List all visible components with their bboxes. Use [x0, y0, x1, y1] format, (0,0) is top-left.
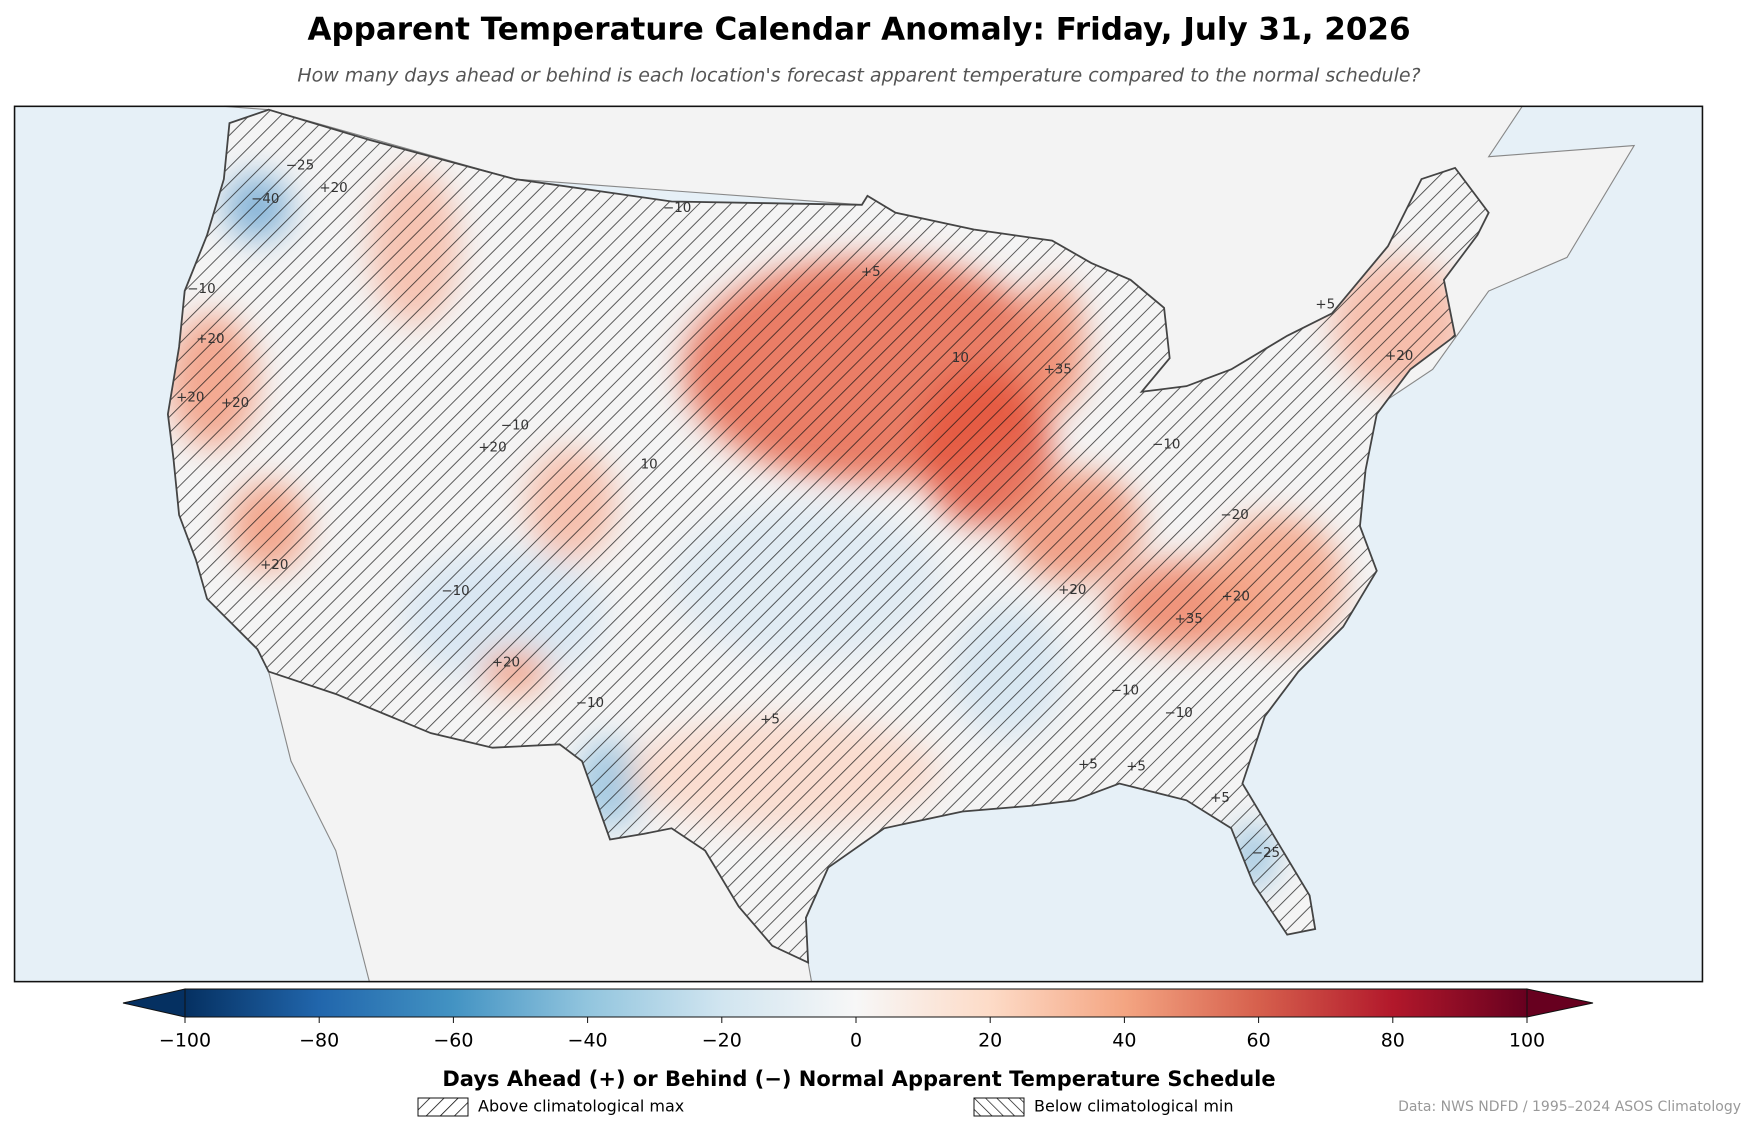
legend-patch: [417, 1097, 469, 1117]
contour-label: −25: [286, 159, 314, 174]
colorbar-tick-label: 60: [1247, 1030, 1271, 1052]
contour-label: +5: [1315, 297, 1335, 312]
contour-label: +20: [260, 558, 288, 573]
contour-label: +20: [319, 181, 347, 196]
contour-label: −10: [576, 696, 604, 711]
colorbar-tick-label: −100: [159, 1030, 211, 1052]
colorbar-tick-label: 20: [978, 1030, 1002, 1052]
colorbar-tick-label: −40: [568, 1030, 608, 1052]
colorbar-tick-label: 40: [1112, 1030, 1136, 1052]
subtitle: How many days ahead or behind is each lo…: [297, 65, 1420, 87]
contour-label: +20: [196, 332, 224, 347]
contour-label: +20: [1385, 349, 1413, 364]
contour-label: −20: [1220, 508, 1248, 523]
contour-label: +35: [1175, 612, 1203, 627]
contour-label: −10: [501, 418, 529, 433]
colorbar-tick-label: −20: [702, 1030, 742, 1052]
contour-label: +20: [176, 390, 204, 405]
colorbar-tick-label: −80: [299, 1030, 339, 1052]
colorbar-tick-label: 100: [1509, 1030, 1545, 1052]
contour-label: +5: [1126, 760, 1146, 775]
contour-label: −40: [251, 192, 279, 207]
contour-label: −10: [663, 201, 691, 216]
contour-label: 10: [952, 351, 969, 366]
map: −40 −25 +20 −10 +20 +20 +20 −10 +5 10 +35 −10 +20 10 −…: [13, 105, 1704, 983]
source-note: Data: NWS NDFD / 1995–2024 ASOS Climatol…: [1398, 1099, 1741, 1115]
legend-label: Below climatological min: [1034, 1097, 1234, 1116]
contour-label: −10: [1164, 706, 1192, 721]
colorbar-body: [184, 988, 1528, 1018]
colorbar-tick-label: −60: [433, 1030, 473, 1052]
colorbar-label: Days Ahead (+) or Behind (−) Normal Appa…: [442, 1067, 1275, 1091]
contour-label: −10: [187, 282, 215, 297]
contour-label: +5: [760, 713, 780, 728]
contour-label: +20: [1058, 583, 1086, 598]
contour-label: +5: [861, 265, 881, 280]
colorbar: [122, 988, 1594, 1018]
contour-label: −10: [1111, 684, 1139, 699]
contour-label: 10: [641, 458, 658, 473]
legend-patch: [973, 1097, 1025, 1117]
contour-label: +35: [1044, 362, 1072, 377]
contour-label: −10: [1152, 437, 1180, 452]
colorbar-tick-label: 0: [850, 1030, 862, 1052]
contour-labels: −40 −25 +20 −10 +20 +20 +20 −10 +5 10 +35 −10 +20 10 −…: [176, 159, 1413, 861]
contour-label: +20: [1222, 590, 1250, 605]
colorbar-tick-label: 80: [1381, 1030, 1405, 1052]
map-frame: [13, 105, 1704, 983]
title: Apparent Temperature Calendar Anomaly: F…: [307, 12, 1410, 48]
contour-label: +20: [221, 396, 249, 411]
contour-label: −10: [441, 584, 469, 599]
contour-label: +20: [492, 656, 520, 671]
contour-label: +20: [478, 441, 506, 456]
colorbar-extend-low: [122, 988, 186, 1018]
legend-label: Above climatological max: [478, 1097, 684, 1116]
contour-label: −25: [1252, 846, 1280, 861]
contour-label: +5: [1078, 757, 1098, 772]
colorbar-extend-high: [1526, 988, 1594, 1018]
contour-label: +5: [1210, 791, 1230, 806]
